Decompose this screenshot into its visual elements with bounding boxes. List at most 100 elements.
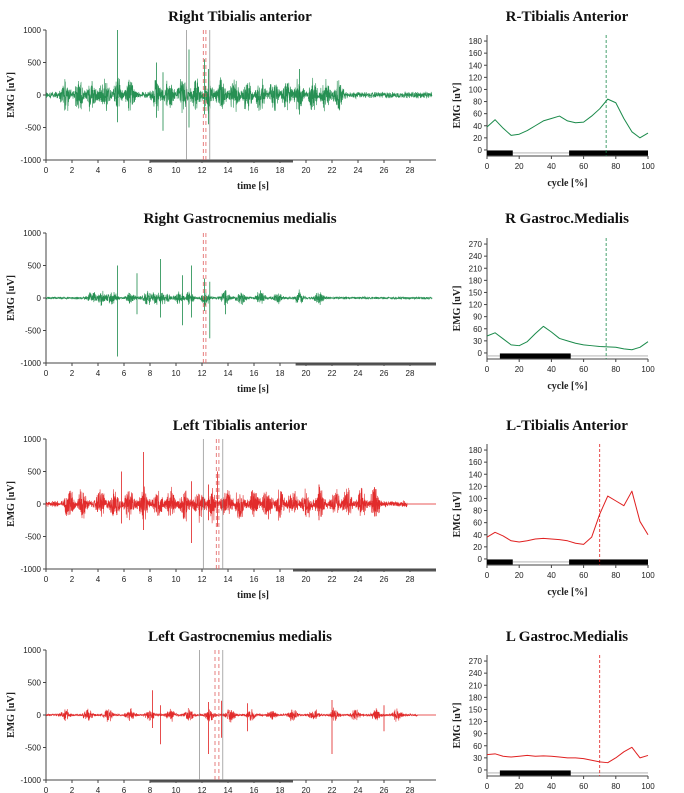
x-tick-label: 0 [485, 162, 490, 171]
cycle-panel-l-gastroc-medialis: L Gastroc.Medialis 0 30 60 90 120 150 180 210 24… [440, 620, 684, 793]
y-tick-label: 120 [469, 718, 483, 727]
x-tick-label: 22 [328, 786, 337, 793]
y-tick-label: 140 [469, 470, 483, 479]
x-tick-label: 26 [380, 369, 389, 378]
y-tick-label: 180 [469, 276, 483, 285]
x-tick-label: 6 [122, 575, 127, 584]
y-tick-label: 40 [473, 122, 482, 131]
y-tick-label: 1000 [23, 26, 41, 35]
y-tick-label: 0 [478, 766, 483, 775]
x-tick-label: 22 [328, 369, 337, 378]
y-tick-label: 1000 [23, 229, 41, 238]
y-tick-label: 0 [37, 91, 42, 100]
x-tick-label: 24 [354, 786, 363, 793]
x-tick-label: 0 [44, 166, 49, 175]
y-tick-label: 1000 [23, 435, 41, 444]
on-phase-bar [499, 353, 571, 359]
x-tick-label: 16 [250, 369, 259, 378]
y-tick-label: 60 [473, 742, 482, 751]
y-tick-label: -1000 [21, 156, 42, 165]
y-tick-label: 30 [473, 754, 482, 763]
x-tick-label: 12 [198, 575, 207, 584]
cycle-panel-r-tibialis-anterior: R-Tibialis Anterior 0 20 40 60 80 100 120 140 16… [440, 0, 684, 200]
x-tick-label: 40 [547, 571, 556, 580]
x-tick-label: 28 [406, 166, 415, 175]
y-tick-label: 60 [473, 110, 482, 119]
cycle-panel-l-tibialis-anterior: L-Tibialis Anterior 0 20 40 60 80 100 120 140 16… [440, 409, 684, 609]
x-axis-label: time [s] [237, 181, 269, 192]
x-tick-label: 0 [485, 782, 490, 791]
y-axis-label: EMG [uV] [452, 286, 463, 332]
x-tick-label: 40 [547, 782, 556, 791]
y-tick-label: 30 [473, 337, 482, 346]
y-tick-label: -1000 [21, 776, 42, 785]
x-tick-label: 20 [515, 365, 524, 374]
x-tick-label: 20 [302, 786, 311, 793]
x-tick-label: 4 [96, 166, 101, 175]
x-tick-label: 20 [302, 166, 311, 175]
x-tick-label: 60 [579, 571, 588, 580]
x-tick-label: 6 [122, 786, 127, 793]
y-axis-label: EMG [uV] [6, 692, 17, 738]
x-tick-label: 0 [485, 365, 490, 374]
emg-panel-left-tibialis-anterior: Left Tibialis anterior 1000 500 0 -500 -1000… [0, 409, 440, 609]
x-tick-label: 14 [224, 369, 233, 378]
x-tick-label: 2 [70, 166, 75, 175]
on-phase-bar [487, 559, 513, 565]
y-axis-label: EMG [uV] [452, 83, 463, 129]
x-tick-label: 20 [302, 369, 311, 378]
x-tick-label: 2 [70, 575, 75, 584]
y-tick-label: 0 [37, 500, 42, 509]
x-tick-label: 40 [547, 162, 556, 171]
x-tick-label: 100 [641, 571, 655, 580]
y-tick-label: 500 [28, 59, 42, 68]
y-tick-label: -500 [25, 327, 42, 336]
y-tick-label: 160 [469, 458, 483, 467]
y-tick-label: 60 [473, 325, 482, 334]
panel-title: Left Gastrocnemius medialis [148, 629, 332, 645]
x-tick-label: 14 [224, 166, 233, 175]
x-tick-label: 16 [250, 786, 259, 793]
y-tick-label: 40 [473, 531, 482, 540]
x-axis-label: time [s] [237, 590, 269, 601]
cycle-curve [486, 490, 649, 545]
emg-signal [45, 486, 408, 524]
emg-signal [45, 77, 433, 114]
x-tick-label: 26 [380, 786, 389, 793]
y-tick-label: -500 [25, 124, 42, 133]
x-tick-label: 18 [276, 575, 285, 584]
x-tick-label: 2 [70, 369, 75, 378]
panel-title: Right Gastrocnemius medialis [143, 211, 337, 227]
x-tick-label: 26 [380, 575, 389, 584]
x-tick-label: 12 [198, 166, 207, 175]
y-tick-label: 60 [473, 519, 482, 528]
x-tick-label: 40 [547, 365, 556, 374]
x-tick-label: 10 [172, 786, 181, 793]
x-tick-label: 60 [579, 782, 588, 791]
x-tick-label: 12 [198, 786, 207, 793]
x-tick-label: 24 [354, 369, 363, 378]
x-tick-label: 8 [148, 786, 153, 793]
x-tick-label: 14 [224, 786, 233, 793]
x-axis-label: cycle [%] [547, 587, 587, 598]
y-axis-label: EMG [uV] [6, 275, 17, 321]
x-tick-label: 4 [96, 575, 101, 584]
x-tick-label: 20 [302, 575, 311, 584]
x-axis-label: time [s] [237, 384, 269, 395]
x-tick-label: 80 [611, 365, 620, 374]
x-tick-label: 60 [579, 365, 588, 374]
y-tick-label: 500 [28, 679, 42, 688]
emg-signal [45, 289, 433, 306]
y-tick-label: 20 [473, 134, 482, 143]
x-axis-label: cycle [%] [547, 381, 587, 392]
y-axis-label: EMG [uV] [6, 72, 17, 118]
panel-title: Right Tibialis anterior [168, 9, 312, 25]
x-tick-label: 28 [406, 786, 415, 793]
y-tick-label: 80 [473, 98, 482, 107]
x-tick-label: 22 [328, 575, 337, 584]
y-tick-label: 210 [469, 264, 483, 273]
x-tick-label: 16 [250, 166, 259, 175]
